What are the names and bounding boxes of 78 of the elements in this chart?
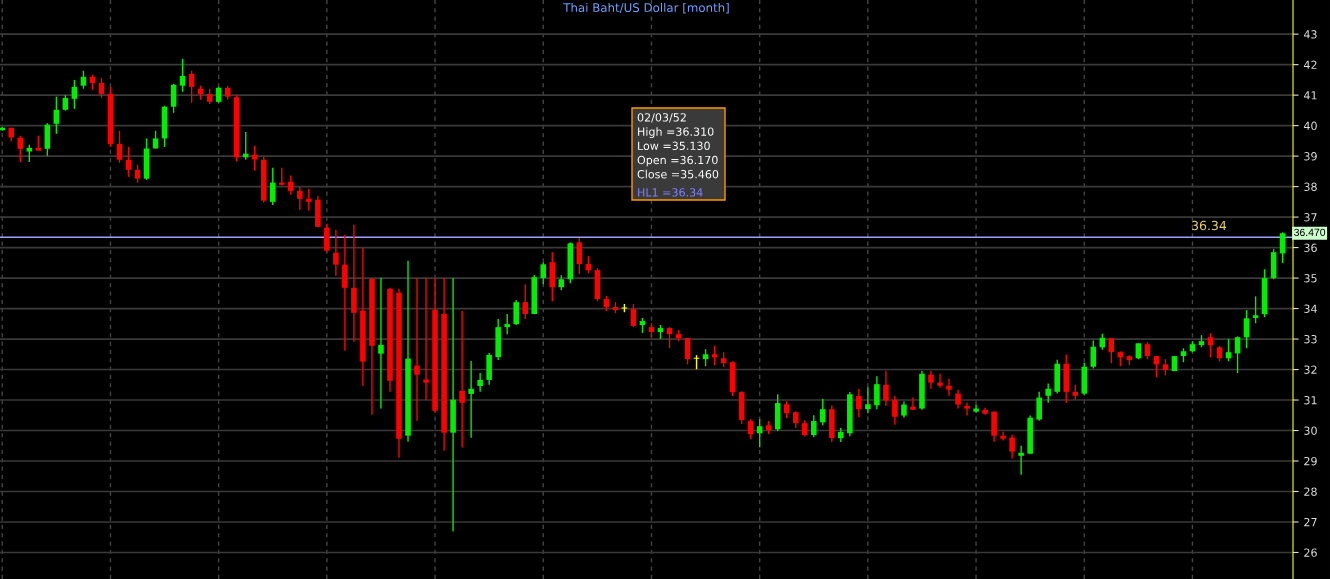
candlestick [937,373,943,389]
candlestick [856,388,862,418]
y-tick-label: 38 [1304,182,1317,191]
candlestick [1243,309,1250,349]
candlestick [468,360,474,439]
candlestick [576,237,583,275]
candlestick [522,283,529,320]
candlestick [964,402,970,417]
y-tick-label: 35 [1304,274,1317,283]
y-tick-label: 34 [1304,304,1317,313]
y-tick-label: 39 [1304,152,1317,161]
annotation: 36.470 [1294,228,1326,237]
candlestick [513,299,519,326]
y-tick-label: 41 [1303,91,1317,100]
annotation: Open =36.170 [637,155,718,167]
candlestick [819,398,826,427]
candlestick [1000,431,1006,442]
y-tick-label: 37 [1304,213,1317,222]
candlestick [973,403,979,414]
candlestick [865,386,871,414]
candlestick [892,395,898,426]
candlestick [251,145,258,172]
candlestick [1036,391,1042,422]
y-tick-label: 40 [1303,121,1317,130]
candlestick [946,377,952,397]
candlestick [71,79,78,110]
candlestick [179,58,186,93]
candlestick [1018,445,1024,476]
candlestick [342,234,348,352]
candlestick [1108,337,1115,364]
candlestick [756,418,763,448]
candlestick [874,375,880,410]
candlestick [504,313,510,335]
y-tick-label: 28 [1304,487,1317,496]
annotation: 02/03/52 [637,113,686,123]
candlestick [333,229,339,277]
candlestick [1090,339,1097,370]
y-tick-label: 31 [1304,396,1317,405]
candlestick [459,310,465,449]
y-tick-label: 32 [1304,365,1317,374]
candlestick [414,277,420,422]
y-tick-label: 30 [1304,426,1317,435]
candlestick [1207,332,1214,359]
candlestick [423,277,429,401]
candlestick [810,414,817,438]
candlestick [955,388,961,410]
candlestick [883,370,889,407]
annotation: HL1 =36.34 [638,188,703,197]
candlestick [116,130,123,164]
y-tick-label: 33 [1304,335,1317,344]
ref-line-label: 36.34 [1192,220,1227,231]
candlestick [53,95,60,135]
y-tick-label: 27 [1304,517,1317,527]
chart-title: Thai Baht/US Dollar [month] [563,2,729,14]
candlestick [242,131,249,161]
y-tick-label: 42 [1303,60,1317,69]
candlestick [324,223,330,253]
candlestick [378,277,384,410]
candlestick [540,261,547,285]
candlestick [297,186,303,211]
y-tick-label: 29 [1304,456,1317,466]
candlestick [269,166,276,206]
candlestick [1252,295,1259,324]
candlestick [477,372,483,393]
candlestick [1045,382,1051,404]
annotation: High =36.310 [638,127,714,138]
y-tick-label: 26 [1304,548,1317,557]
candlestick [98,77,105,99]
y-tick-label: 43 [1303,30,1317,39]
y-tick-label: 36 [1304,243,1317,252]
candlestick [306,188,312,212]
candlestick [17,134,24,163]
annotation: Close =35.460 [637,169,719,179]
candlestick [1009,434,1015,460]
annotation: Low =35.130 [638,141,710,150]
candlestick [630,303,637,328]
candlestick [910,396,916,411]
candlestick [287,174,294,196]
